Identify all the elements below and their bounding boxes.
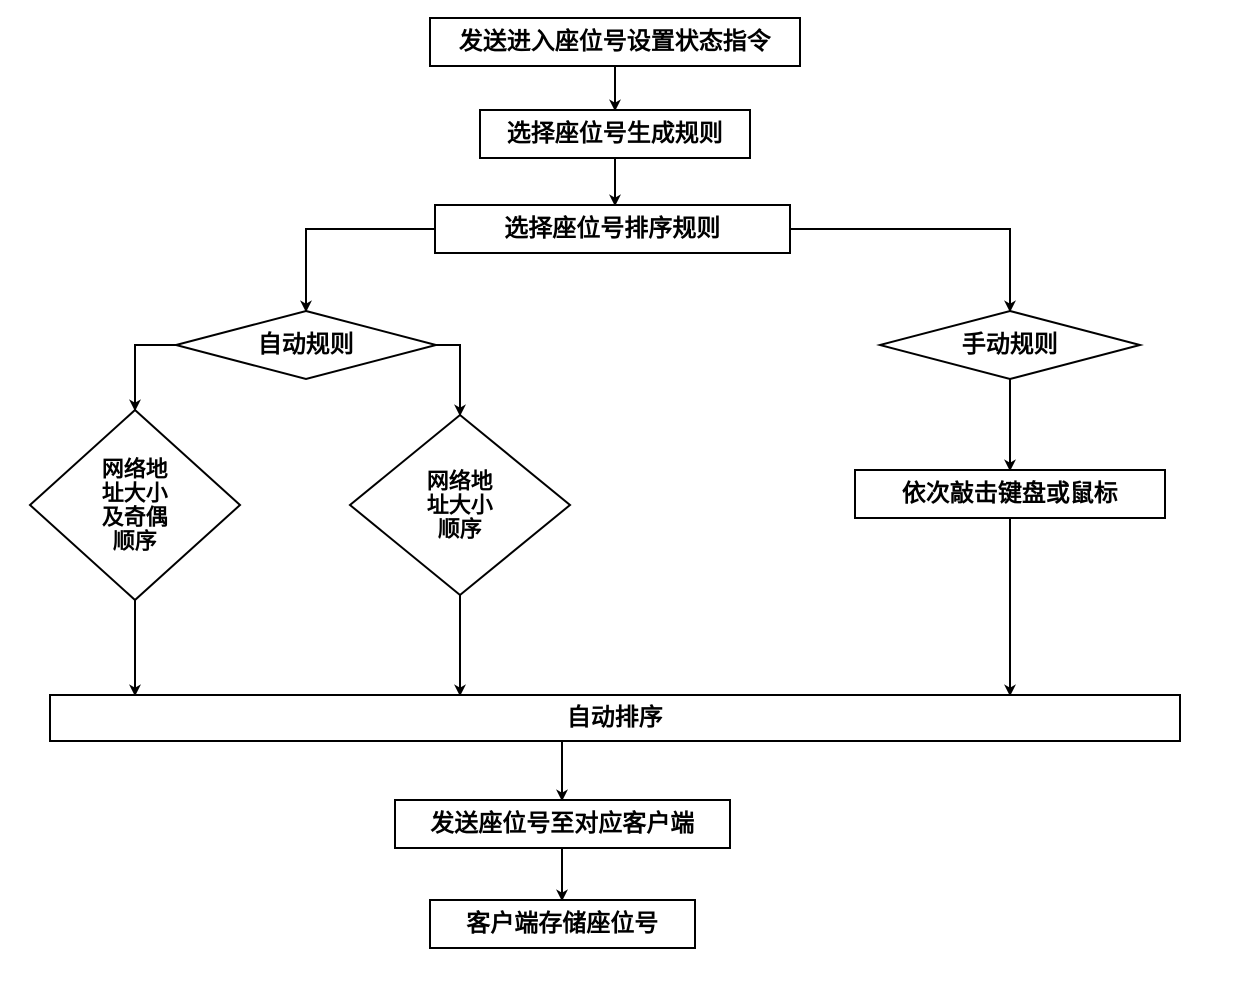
node-n_store: 客户端存储座位号 xyxy=(430,900,695,948)
node-n3: 选择座位号排序规则 xyxy=(435,205,790,253)
node-label-line: 址大小 xyxy=(427,493,493,518)
node-label-line: 顺序 xyxy=(438,517,482,542)
node-label-line: 顺序 xyxy=(113,529,157,554)
node-label-line: 址大小 xyxy=(102,481,168,506)
node-n1: 发送进入座位号设置状态指令 xyxy=(430,18,800,66)
edge xyxy=(394,345,460,415)
node-label: 客户端存储座位号 xyxy=(467,909,659,937)
node-d_auto: 自动规则 xyxy=(176,311,436,379)
node-label-line: 及奇偶 xyxy=(102,505,168,530)
node-label: 手动规则 xyxy=(962,330,1058,358)
node-n_sort: 自动排序 xyxy=(50,695,1180,741)
edge xyxy=(135,345,218,410)
node-label: 发送座位号至对应客户端 xyxy=(430,809,695,837)
node-label: 自动规则 xyxy=(258,330,354,358)
node-label-line: 网络地 xyxy=(102,457,168,482)
node-label: 依次敲击键盘或鼠标 xyxy=(902,479,1118,507)
node-d_left: 网络地址大小及奇偶顺序 xyxy=(30,410,240,600)
node-n_kb: 依次敲击键盘或鼠标 xyxy=(855,470,1165,518)
flowchart-canvas: 发送进入座位号设置状态指令选择座位号生成规则选择座位号排序规则自动规则 手动规则网… xyxy=(0,0,1239,986)
node-d_mid: 网络地址大小顺序 xyxy=(350,415,570,595)
node-label-line: 网络地 xyxy=(427,469,493,494)
node-d_manual: 手动规则 xyxy=(880,311,1140,379)
node-n_send: 发送座位号至对应客户端 xyxy=(395,800,730,848)
node-label: 选择座位号排序规则 xyxy=(505,214,721,242)
node-label: 自动排序 xyxy=(567,703,663,731)
edge xyxy=(790,229,1010,311)
node-label: 发送进入座位号设置状态指令 xyxy=(458,27,772,55)
edge xyxy=(306,229,435,311)
node-n2: 选择座位号生成规则 xyxy=(480,110,750,158)
node-label: 选择座位号生成规则 xyxy=(507,119,723,147)
